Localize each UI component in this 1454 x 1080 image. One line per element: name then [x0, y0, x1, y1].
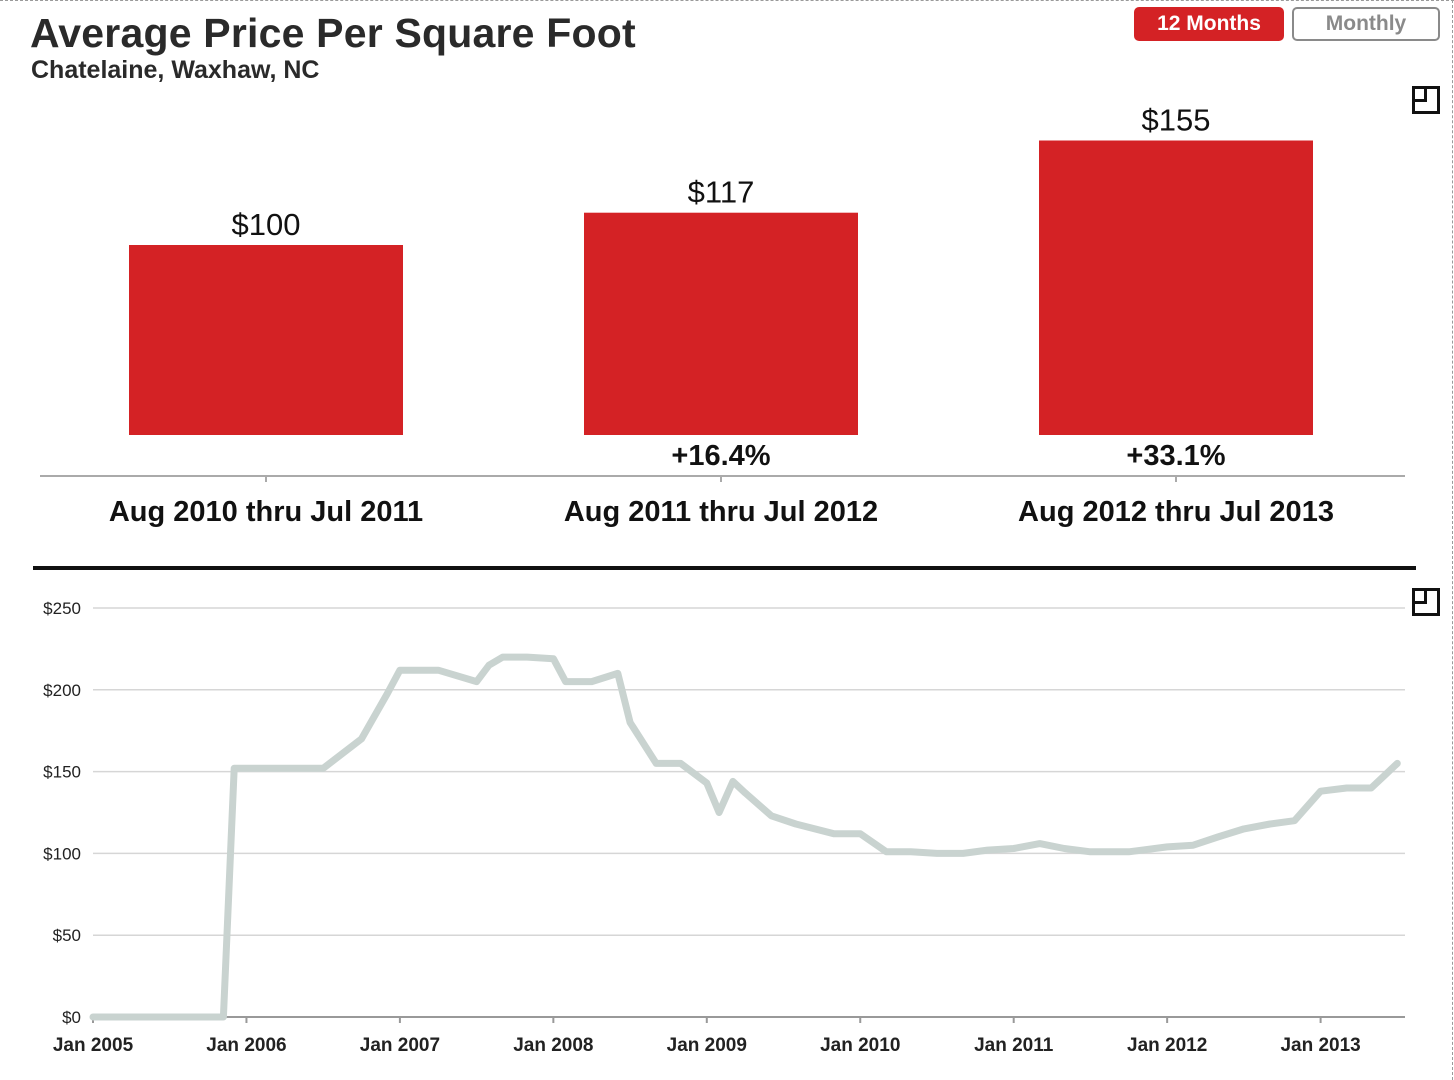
section-divider	[33, 566, 1416, 570]
monthly-toggle-button[interactable]: Monthly	[1292, 7, 1440, 41]
x-axis-tick-label: Jan 2012	[1127, 1035, 1207, 1056]
bar-category-label: Aug 2012 thru Jul 2013	[1018, 496, 1334, 528]
y-axis-tick-label: $50	[53, 926, 81, 945]
bar-value-label: $100	[232, 207, 301, 242]
y-axis-tick-label: $0	[62, 1008, 81, 1027]
bar	[584, 212, 858, 435]
x-axis-tick-label: Jan 2006	[206, 1035, 286, 1056]
frame-top-border	[0, 0, 1454, 1]
x-axis-tick-label: Jan 2009	[667, 1035, 747, 1056]
bar-category-label: Aug 2010 thru Jul 2011	[109, 496, 423, 528]
y-axis-tick-label: $150	[43, 763, 81, 782]
x-axis-tick-label: Jan 2005	[53, 1035, 134, 1056]
bar-value-label: $155	[1142, 103, 1211, 138]
bar-value-label: $117	[688, 175, 755, 210]
y-axis-tick-label: $250	[43, 599, 81, 618]
x-axis-tick-label: Jan 2008	[513, 1035, 593, 1056]
expand-icon[interactable]	[1412, 588, 1440, 616]
bar-change-label: +33.1%	[1126, 440, 1225, 472]
location-subtitle: Chatelaine, Waxhaw, NC	[31, 56, 320, 84]
y-axis-tick-label: $100	[43, 844, 81, 863]
frame-right-border	[1452, 0, 1453, 1080]
x-axis-tick-label: Jan 2011	[974, 1035, 1054, 1056]
bar-category-label: Aug 2011 thru Jul 2012	[564, 496, 878, 528]
y-axis-tick-label: $200	[43, 681, 81, 700]
expand-icon-glyph	[1412, 86, 1440, 114]
x-axis-tick-label: Jan 2007	[360, 1035, 440, 1056]
expand-icon[interactable]	[1412, 86, 1440, 114]
x-axis-tick-label: Jan 2010	[820, 1035, 900, 1056]
price-series-line	[89, 653, 1401, 1021]
x-axis-tick-label: Jan 2013	[1280, 1035, 1360, 1056]
bar	[129, 245, 403, 435]
bar-change-label: +16.4%	[671, 440, 770, 472]
twelve-months-toggle-button[interactable]: 12 Months	[1134, 7, 1284, 41]
yearly-bar-chart: $100 Aug 2010 thru Jul 2011 $117 +16.4% Aug …	[40, 103, 1405, 528]
page-title: Average Price Per Square Foot	[30, 10, 636, 56]
bar	[1039, 140, 1313, 435]
expand-icon-glyph	[1412, 588, 1440, 616]
